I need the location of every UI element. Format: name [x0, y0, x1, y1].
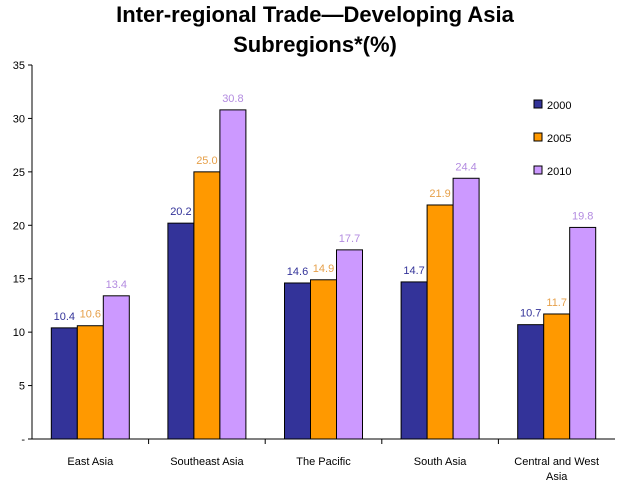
data-label: 13.4 [106, 279, 127, 291]
data-label: 14.9 [313, 263, 334, 275]
category-label: Asia [546, 471, 568, 483]
legend-swatch [533, 99, 543, 109]
data-label: 14.6 [287, 266, 308, 278]
y-tick-label: 35 [13, 60, 25, 72]
legend-swatch [533, 132, 543, 142]
y-tick-label: 20 [13, 220, 25, 232]
bar [167, 222, 195, 440]
legend-swatch [533, 165, 543, 175]
bar [50, 327, 78, 440]
bar [284, 282, 311, 440]
bar [336, 249, 363, 440]
bar [193, 171, 221, 440]
legend-label: 2000 [547, 100, 571, 112]
y-tick-label: 15 [13, 274, 25, 286]
bar [452, 177, 480, 440]
bar [76, 325, 104, 440]
category-label: The Pacific [296, 456, 351, 468]
data-label: 11.7 [546, 297, 567, 309]
data-label: 19.8 [572, 210, 593, 222]
bar [543, 313, 571, 440]
data-label: 30.8 [222, 93, 243, 105]
bar [219, 109, 247, 440]
bar [569, 226, 597, 440]
y-tick-label: 10 [13, 327, 25, 339]
plot-area: - 5 10 15 20 25 30 35 10.4 10.6 13.4 East Asia 20.2 2… [13, 60, 615, 483]
data-label: 10.6 [80, 309, 101, 321]
data-label: 17.7 [339, 233, 360, 245]
data-label: 21.9 [429, 188, 450, 200]
data-label: 25.0 [196, 155, 217, 167]
y-tick-label: 25 [13, 167, 25, 179]
data-label: 24.4 [455, 161, 476, 173]
legend: 2000 2005 2010 [533, 99, 571, 178]
y-tick-label: - [21, 434, 25, 446]
legend-label: 2010 [547, 166, 571, 178]
category-label: Southeast Asia [170, 456, 244, 468]
data-label: 10.4 [54, 311, 75, 323]
data-label: 20.2 [170, 206, 191, 218]
category-label: Central and West [514, 456, 599, 468]
y-tick-label: 30 [13, 113, 25, 125]
category-label: South Asia [414, 456, 467, 468]
y-tick-label: 5 [19, 381, 25, 393]
chart-title-line-1: Inter-regional Trade—Developing Asia [116, 2, 514, 27]
category-label: East Asia [67, 456, 114, 468]
bar [400, 281, 428, 440]
data-label: 14.7 [403, 265, 424, 277]
legend-label: 2005 [547, 133, 571, 145]
chart-title-line-2: Subregions*(%) [233, 32, 397, 57]
bar [517, 324, 545, 440]
bar [426, 204, 454, 440]
bar [102, 295, 130, 440]
bar [310, 279, 337, 440]
data-label: 10.7 [520, 308, 541, 320]
